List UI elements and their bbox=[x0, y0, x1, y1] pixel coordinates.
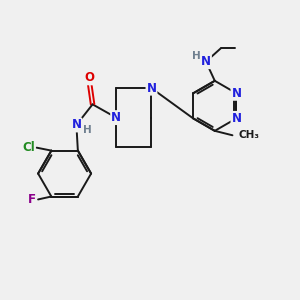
Text: N: N bbox=[111, 111, 121, 124]
Text: N: N bbox=[232, 87, 242, 100]
Text: O: O bbox=[85, 71, 94, 84]
Text: N: N bbox=[201, 55, 211, 68]
Text: N: N bbox=[146, 82, 157, 95]
Text: H: H bbox=[192, 51, 201, 61]
Text: N: N bbox=[232, 112, 242, 125]
Text: H: H bbox=[83, 125, 92, 135]
Text: F: F bbox=[28, 193, 36, 206]
Text: N: N bbox=[71, 118, 81, 131]
Text: CH₃: CH₃ bbox=[239, 130, 260, 140]
Text: Cl: Cl bbox=[22, 141, 35, 154]
